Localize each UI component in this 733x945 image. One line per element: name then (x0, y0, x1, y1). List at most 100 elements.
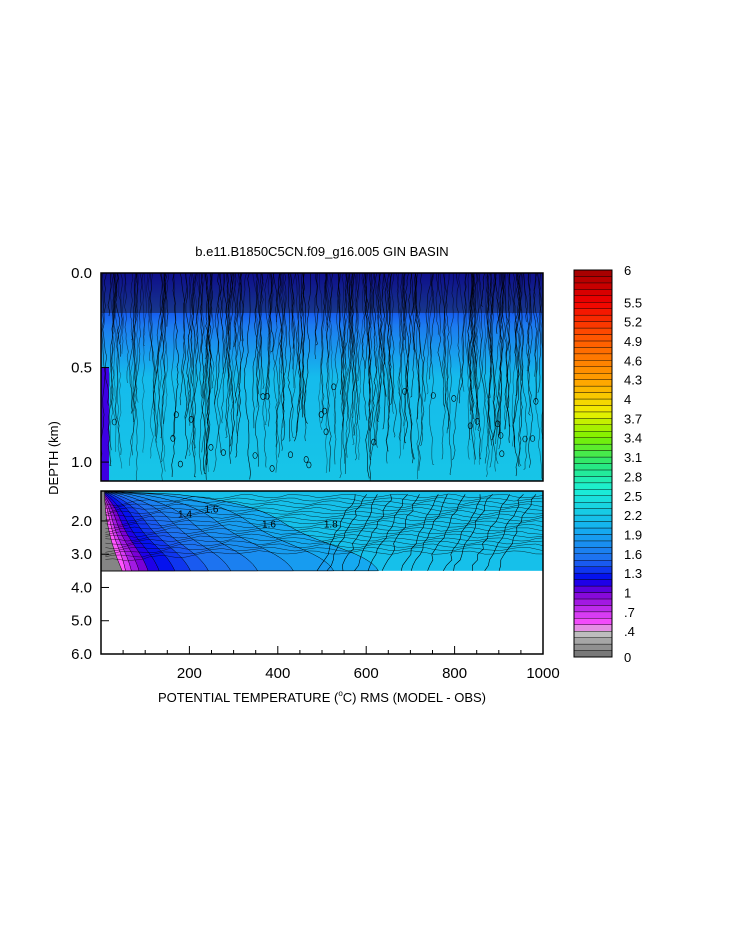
upper-contour-line (397, 273, 405, 427)
upper-contour-loop (188, 415, 194, 423)
upper-contour-line (117, 273, 124, 344)
upper-panel-frame (100, 272, 544, 482)
lower-contour-line (105, 550, 543, 562)
upper-contour-line (333, 273, 341, 465)
upper-contour-line (486, 273, 492, 398)
upper-contour-line (489, 273, 501, 468)
x-axis-label-degree: o (338, 689, 343, 698)
x-tick-label: 800 (442, 665, 467, 682)
upper-contour-line (347, 273, 356, 436)
lower-contour-line (105, 527, 543, 538)
upper-contour-line (325, 273, 328, 332)
colorbar-swatch (573, 450, 613, 458)
upper-contour-loop (522, 435, 528, 443)
colorbar-swatch (573, 321, 613, 329)
colorbar: 6 5.5 5.2 4.9 4.6 4.3 4 3.7 3.4 3.1 2.8 2.5 2.2 1.9 1.… (573, 263, 642, 665)
upper-contour-line (474, 273, 481, 367)
colorbar-swatch (573, 495, 613, 503)
colorbar-swatch (573, 482, 613, 490)
colorbar-swatch (573, 527, 613, 535)
x-tick-label: 600 (354, 665, 379, 682)
upper-contour-line (428, 273, 435, 380)
upper-contour-loop (177, 460, 183, 468)
lower-contour-line (105, 513, 543, 526)
upper-contour-line (352, 273, 360, 419)
upper-contour-line (341, 273, 349, 428)
upper-contour-line (107, 273, 118, 451)
upper-contour-line (355, 273, 360, 420)
upper-contour-loop (318, 411, 324, 418)
colorbar-swatch (573, 476, 613, 484)
colorbar-tick-label: 0 (624, 650, 631, 665)
upper-contour-line (162, 273, 169, 472)
upper-contour-line (375, 273, 381, 448)
upper-contour-line (171, 273, 179, 478)
upper-contour-line (340, 273, 348, 427)
upper-contour-line (410, 273, 415, 398)
upper-contour-line (268, 273, 273, 427)
upper-contour-line (115, 273, 123, 456)
upper-contour-line (287, 273, 296, 370)
lower-low-error-region (101, 491, 123, 572)
lower-contour-line (105, 537, 543, 550)
upper-contour-line (279, 273, 286, 374)
upper-contour-line (200, 273, 210, 472)
upper-contour-loop (208, 443, 214, 451)
upper-contour-line (188, 273, 200, 457)
upper-contour-loop (467, 422, 473, 430)
y-tick-label: 2.0 (71, 513, 92, 530)
upper-contour-loop (170, 434, 176, 442)
upper-contour-line (129, 273, 139, 466)
colorbar-swatch (573, 295, 613, 303)
colorbar-swatch (573, 302, 613, 309)
lower-contour-line (105, 503, 543, 515)
upper-contour-line (478, 273, 483, 390)
upper-contour-line (355, 273, 361, 382)
upper-contour-loop (495, 420, 501, 428)
upper-contour-line (214, 273, 222, 453)
colorbar-swatch (573, 598, 613, 606)
colorbar-tick-label: 4.6 (624, 353, 642, 368)
lower-contour-line (367, 494, 408, 571)
upper-contour-line (402, 273, 406, 351)
upper-contour-line (153, 273, 167, 437)
x-tick-label: 1000 (526, 665, 559, 682)
upper-contour-line (314, 273, 318, 359)
colorbar-swatch (573, 327, 613, 335)
upper-contour-line (418, 273, 425, 447)
upper-contour-line (486, 273, 493, 446)
colorbar-swatch (573, 340, 613, 348)
colorbar-swatch (573, 560, 613, 567)
colorbar-swatch (573, 489, 613, 496)
colorbar-swatch (573, 618, 613, 625)
upper-contour-line (121, 273, 127, 354)
lower-contour-line (105, 540, 543, 553)
upper-contour-line (441, 273, 448, 460)
lower-contour-line (410, 494, 448, 571)
colorbar-swatch (573, 289, 613, 297)
upper-contour-line (458, 273, 467, 404)
upper-contour-line (107, 273, 112, 317)
upper-contour-line (324, 273, 332, 472)
colorbar-swatch (573, 443, 613, 451)
upper-contour-line (537, 273, 543, 439)
y-tick-label: 4.0 (71, 579, 92, 596)
upper-contour-line (262, 273, 270, 468)
upper-contour-line (205, 273, 211, 465)
upper-contour-loop (498, 432, 504, 439)
upper-contour-line (337, 273, 345, 479)
lower-contour-line (484, 494, 524, 571)
upper-contour-line (526, 273, 532, 357)
upper-contour-line (255, 273, 264, 467)
upper-contour-line (474, 273, 479, 425)
lower-contour-line (326, 494, 367, 571)
upper-contour-loop (530, 435, 536, 442)
colorbar-swatch (573, 611, 613, 619)
upper-contour-line (139, 273, 145, 346)
colorbar-swatch (573, 392, 613, 400)
lower-contour-line (316, 494, 356, 571)
upper-contour-line (527, 273, 533, 416)
upper-contour-line (422, 273, 432, 402)
contour-label: 1.6 (262, 520, 276, 531)
upper-contour-loop (371, 438, 377, 446)
